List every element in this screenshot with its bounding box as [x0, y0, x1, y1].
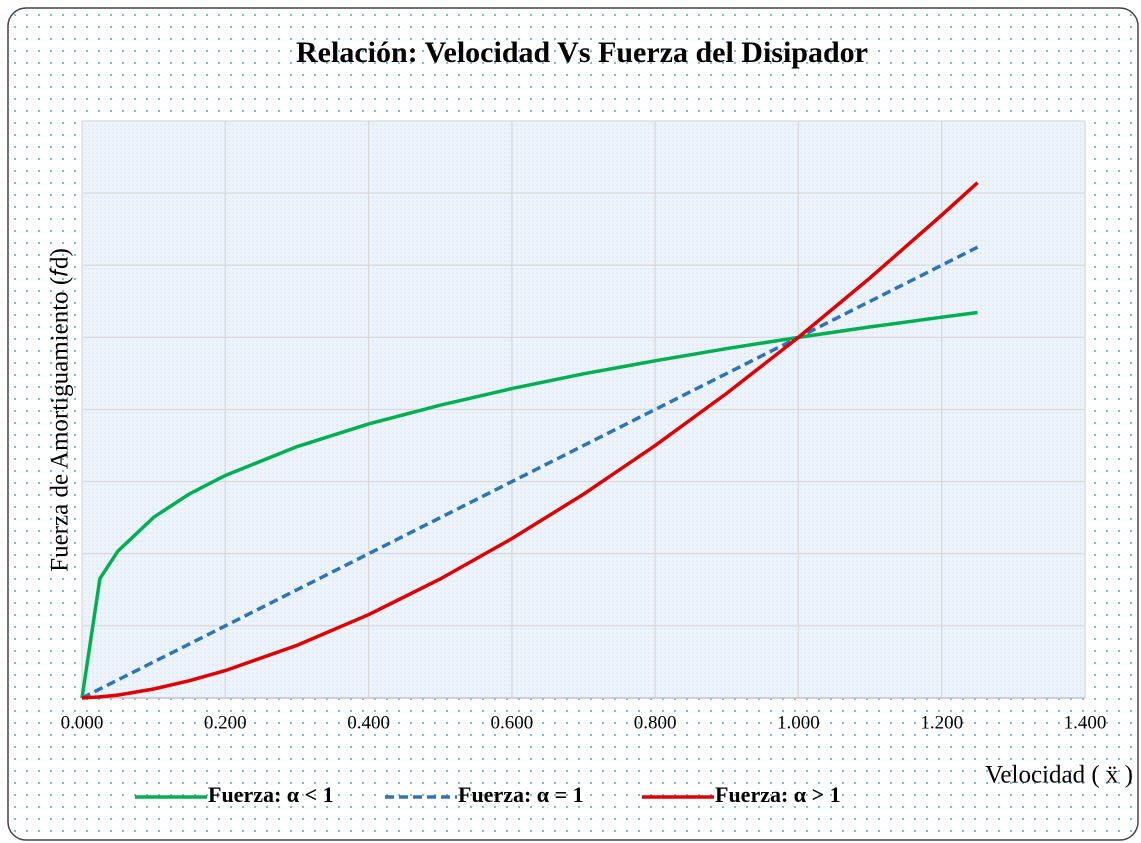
data-line: [81, 245, 979, 700]
legend-label: Fuerza: α = 1: [458, 782, 584, 807]
x-tick-label: 1.000: [777, 712, 820, 733]
data-line: [80, 310, 978, 699]
legend-label: Fuerza: α > 1: [715, 782, 841, 807]
legend-label: Fuerza: α < 1: [208, 782, 334, 807]
data-line: [81, 181, 979, 700]
y-axis-label: Fuerza de Amortiguamiento (𝑓d): [47, 248, 74, 572]
x-tick-label: 0.800: [634, 712, 677, 733]
x-tick-label: 0.400: [347, 712, 390, 733]
x-tick-label: 1.400: [1064, 712, 1107, 733]
x-tick-label: 1.200: [920, 712, 963, 733]
x-tick-label: 0.000: [61, 712, 104, 733]
chart-title: Relación: Velocidad Vs Fuerza del Disipa…: [296, 36, 868, 69]
x-axis-label: Velocidad ( ẍ ): [985, 762, 1133, 789]
x-tick-label: 0.600: [490, 712, 533, 733]
x-tick-label: 0.200: [204, 712, 247, 733]
